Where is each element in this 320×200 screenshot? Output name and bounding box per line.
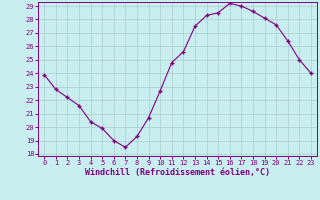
X-axis label: Windchill (Refroidissement éolien,°C): Windchill (Refroidissement éolien,°C) xyxy=(85,168,270,177)
